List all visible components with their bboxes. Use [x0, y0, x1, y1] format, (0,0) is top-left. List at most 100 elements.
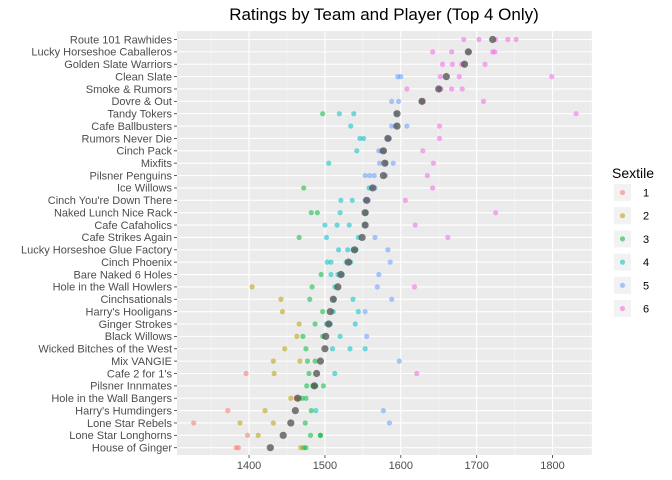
team-mean-point	[266, 444, 274, 452]
player-point	[336, 111, 342, 117]
y-tick-label: Hole in the Wall Bangers	[51, 393, 172, 405]
player-point	[436, 123, 443, 129]
player-point	[349, 197, 355, 203]
y-tick-label: Lone Star Longhorns	[69, 430, 172, 442]
player-point	[439, 61, 446, 67]
y-tick-label: Cinchsationals	[100, 294, 172, 306]
player-point	[348, 123, 354, 129]
y-tick-label: Ice Willows	[117, 183, 173, 195]
player-point	[282, 346, 288, 352]
player-point	[362, 346, 368, 352]
player-point	[235, 445, 242, 451]
y-tick-label: Pilsner Penguins	[89, 170, 172, 182]
team-mean-point	[310, 382, 318, 390]
y-tick-label: Bare Naked 6 Holes	[74, 269, 173, 281]
y-tick-label: Wicked Bitches of the West	[38, 344, 172, 356]
y-tick-label: Black Willows	[105, 331, 173, 343]
player-point	[191, 420, 197, 426]
player-point	[482, 61, 488, 67]
player-point	[449, 49, 455, 55]
y-tick-label: Cinch Phoenix	[101, 257, 172, 269]
player-point	[225, 408, 231, 414]
legend-label-2: 2	[643, 211, 649, 223]
player-point	[312, 358, 318, 364]
player-point	[549, 74, 555, 80]
player-point	[389, 123, 395, 129]
player-point	[437, 74, 443, 80]
legend-label-6: 6	[643, 304, 649, 316]
player-point	[309, 284, 315, 290]
player-point	[271, 370, 277, 377]
player-point	[328, 271, 334, 278]
y-tick-label: House of Ginger	[92, 443, 172, 455]
player-point	[279, 309, 286, 315]
team-mean-point	[287, 419, 295, 427]
player-point	[313, 408, 319, 414]
team-mean-point	[279, 431, 287, 439]
player-point	[262, 408, 268, 414]
player-point	[320, 111, 326, 117]
player-point	[386, 420, 393, 426]
player-point	[372, 234, 378, 241]
player-point	[362, 172, 368, 179]
player-point	[395, 98, 402, 104]
team-mean-point	[329, 295, 337, 303]
player-point	[449, 86, 455, 92]
y-tick-label: Lucky Horseshoe Caballeros	[31, 47, 172, 59]
player-point	[337, 333, 343, 339]
player-point	[324, 259, 330, 265]
player-point	[304, 358, 311, 364]
player-point	[270, 420, 276, 426]
major-gridlines	[177, 31, 592, 455]
team-mean-point	[337, 270, 345, 279]
legend-key-1	[619, 189, 626, 196]
team-mean-point	[334, 283, 342, 291]
y-tick-label: Smoke & Rumors	[86, 84, 173, 96]
y-tick-label: Harry's Hooligans	[86, 306, 173, 318]
player-point	[480, 98, 487, 104]
player-point	[347, 346, 353, 352]
player-point	[389, 98, 395, 104]
player-point	[320, 383, 327, 389]
player-point	[411, 284, 418, 290]
legend-key-5	[619, 282, 626, 288]
y-tick-label: Lone Star Rebels	[87, 418, 172, 430]
player-point	[308, 210, 314, 216]
player-point	[278, 296, 284, 302]
player-point	[301, 185, 307, 191]
y-tick-label: Dovre & Out	[111, 96, 172, 108]
player-point	[424, 172, 430, 179]
player-point	[385, 247, 391, 253]
player-point	[338, 197, 344, 203]
player-point	[255, 432, 261, 438]
y-tick-label: Mixfits	[141, 158, 173, 170]
legend-label-1: 1	[643, 188, 649, 200]
team-mean-point	[325, 320, 333, 328]
player-point	[312, 321, 318, 327]
team-mean-point	[381, 159, 389, 167]
player-point	[335, 247, 342, 253]
x-tick-label: 1600	[389, 460, 413, 472]
player-point	[294, 333, 300, 339]
player-point	[396, 358, 402, 364]
player-point	[505, 36, 511, 43]
legend-label-5: 5	[643, 280, 649, 292]
team-mean-point	[291, 407, 299, 415]
team-mean-point	[442, 73, 450, 81]
player-point	[371, 172, 377, 179]
y-tick-label: Clean Slate	[115, 71, 172, 83]
team-mean-point	[361, 221, 369, 229]
player-point	[361, 135, 367, 142]
player-point	[314, 210, 320, 216]
player-point	[352, 321, 358, 327]
player-point	[296, 234, 302, 241]
player-point	[304, 383, 310, 389]
legend-label-4: 4	[643, 257, 649, 269]
y-tick-label: Lucky Horseshoe Glue Factory	[21, 245, 173, 257]
player-point	[430, 160, 437, 166]
team-mean-point	[435, 85, 443, 93]
player-point	[357, 135, 363, 142]
y-tick-label: Cinch You're Down There	[48, 195, 172, 207]
player-point	[449, 61, 456, 67]
